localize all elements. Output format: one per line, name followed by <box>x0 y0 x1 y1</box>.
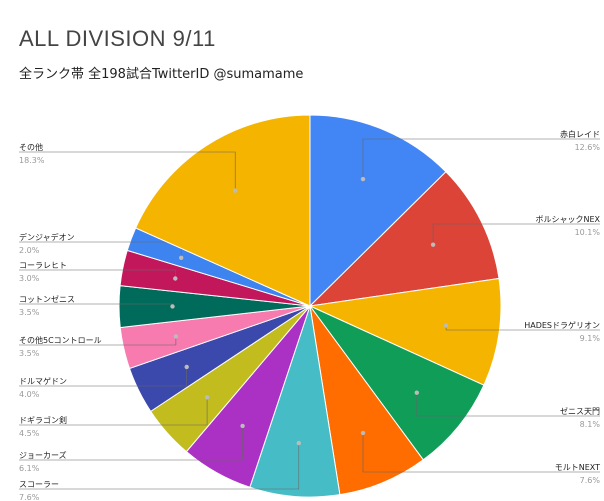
pie-slice-4 <box>308 304 485 461</box>
leader-line-1 <box>362 138 600 180</box>
slice-percent-14: 18.3% <box>19 156 45 165</box>
slice-marker-12 <box>173 276 178 281</box>
slice-marker-4 <box>414 390 419 395</box>
slice-marker-2 <box>430 242 436 247</box>
slice-percent-4: 8.1% <box>580 420 601 429</box>
slice-marker-14 <box>233 188 238 193</box>
slice-percent-8: 4.5% <box>19 429 40 438</box>
slice-label-14: その他 <box>19 142 43 152</box>
slice-label-6: スコーラー <box>19 480 59 489</box>
leader-line-9 <box>19 366 187 387</box>
slice-marker-1 <box>360 176 366 182</box>
slice-label-4: ゼニス天門 <box>560 406 600 416</box>
slice-marker-9 <box>184 364 189 370</box>
slice-percent-3: 9.1% <box>580 334 601 343</box>
leader-line-6 <box>19 443 300 490</box>
slice-label-3: HADESドラゲリオン <box>524 320 600 330</box>
slice-percent-5: 7.6% <box>580 476 601 485</box>
pie-slice-3 <box>308 277 502 386</box>
slice-marker-11 <box>170 304 175 309</box>
leader-line-5 <box>362 432 600 473</box>
slice-percent-7: 6.1% <box>19 464 40 473</box>
slice-label-7: ジョーカーズ <box>19 450 67 460</box>
slice-marker-7 <box>240 423 245 429</box>
slice-marker-8 <box>204 395 210 400</box>
slice-percent-2: 10.1% <box>575 228 601 237</box>
slice-percent-10: 3.5% <box>19 349 40 358</box>
slice-percent-12: 3.0% <box>19 274 40 283</box>
slice-marker-13 <box>179 255 184 260</box>
slice-percent-9: 4.0% <box>19 390 40 399</box>
slice-marker-10 <box>173 334 179 339</box>
chart-title: ALL DIVISION 9/11 <box>19 26 216 51</box>
leader-line-8 <box>19 397 208 426</box>
pie-slice-14 <box>135 114 311 307</box>
slice-marker-6 <box>296 440 301 446</box>
leader-line-14 <box>19 151 236 191</box>
pie-slice-2 <box>308 171 500 307</box>
slice-percent-6: 7.6% <box>19 493 40 501</box>
slice-label-5: モルトNEXT <box>555 463 600 472</box>
slice-label-9: ドルマゲドン <box>19 376 67 386</box>
slice-label-10: その他5Cコントロール <box>19 335 102 345</box>
pie-slice-1 <box>309 114 447 308</box>
slice-percent-1: 12.6% <box>575 143 601 152</box>
slice-label-13: デンジャデオン <box>19 232 75 242</box>
slice-marker-5 <box>360 430 366 436</box>
slice-label-8: ドギラゴン剣 <box>19 415 67 425</box>
leader-line-4 <box>416 392 600 417</box>
leader-line-12 <box>19 269 176 279</box>
leader-line-2 <box>432 223 600 245</box>
slice-percent-11: 3.5% <box>19 308 40 317</box>
slice-label-2: ボルシャックNEX <box>535 215 600 224</box>
slice-percent-13: 2.0% <box>19 246 40 255</box>
chart-subtitle: 全ランク帯 全198試合TwitterID @sumamame <box>19 67 304 82</box>
slice-marker-3 <box>443 323 449 328</box>
slice-label-11: コットンゼニス <box>19 294 75 304</box>
slice-label-12: コーラレヒト <box>19 261 67 270</box>
slice-label-1: 赤白レイド <box>560 129 600 139</box>
leader-line-10 <box>19 336 177 346</box>
leader-line-7 <box>19 425 243 461</box>
